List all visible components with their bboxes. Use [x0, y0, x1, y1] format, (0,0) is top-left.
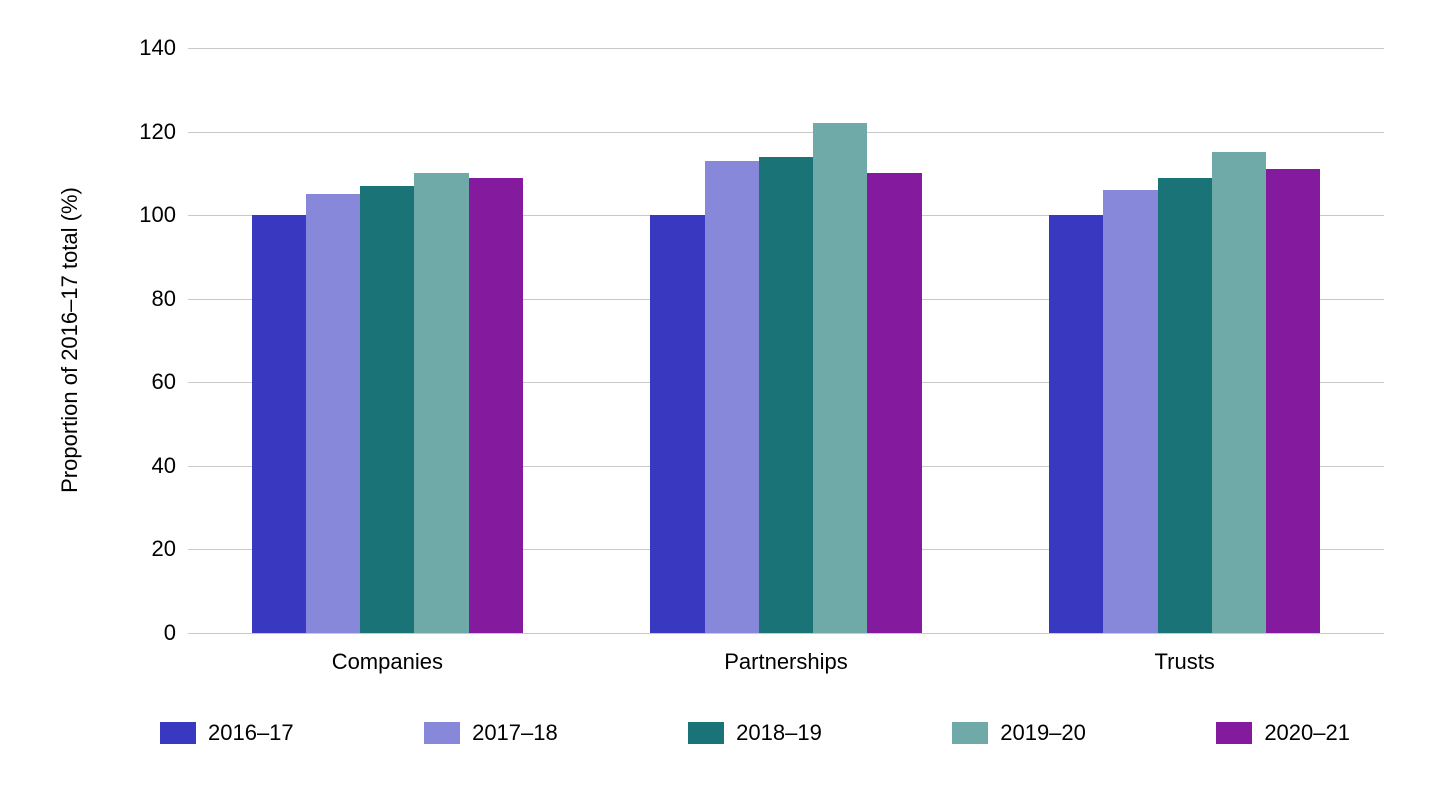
legend-item: 2017–18	[424, 720, 558, 746]
y-tick-label: 140	[139, 35, 188, 61]
y-tick-label: 100	[139, 202, 188, 228]
legend-label: 2017–18	[472, 720, 558, 746]
legend-label: 2018–19	[736, 720, 822, 746]
y-tick-label: 120	[139, 119, 188, 145]
gridline	[188, 132, 1384, 133]
legend-label: 2020–21	[1264, 720, 1350, 746]
legend: 2016–17 2017–18 2018–19 2019–20 2020–21	[160, 720, 1350, 746]
bar	[1212, 152, 1266, 633]
legend-swatch	[1216, 722, 1252, 744]
legend-swatch	[160, 722, 196, 744]
legend-label: 2019–20	[1000, 720, 1086, 746]
bar	[1158, 178, 1212, 633]
legend-swatch	[688, 722, 724, 744]
legend-item: 2018–19	[688, 720, 822, 746]
y-axis-title: Proportion of 2016–17 total (%)	[57, 187, 83, 493]
y-tick-label: 80	[152, 286, 188, 312]
legend-item: 2016–17	[160, 720, 294, 746]
bar	[306, 194, 360, 633]
bar	[813, 123, 867, 633]
plot-area: 020406080100120140CompaniesPartnershipsT…	[188, 48, 1384, 633]
legend-item: 2019–20	[952, 720, 1086, 746]
legend-label: 2016–17	[208, 720, 294, 746]
x-tick-label: Partnerships	[724, 633, 848, 675]
bar	[252, 215, 306, 633]
bar	[867, 173, 921, 633]
bar	[1266, 169, 1320, 633]
legend-item: 2020–21	[1216, 720, 1350, 746]
y-tick-label: 20	[152, 536, 188, 562]
bar	[1049, 215, 1103, 633]
bar	[414, 173, 468, 633]
bar	[360, 186, 414, 633]
y-tick-label: 60	[152, 369, 188, 395]
chart-container: 0 20 40 60 80 100 120 140 Companies Partnerships T…	[0, 0, 1436, 790]
legend-swatch	[424, 722, 460, 744]
bar	[759, 157, 813, 633]
y-tick-label: 0	[164, 620, 188, 646]
gridline	[188, 48, 1384, 49]
y-tick-label: 40	[152, 453, 188, 479]
bar	[1103, 190, 1157, 633]
legend-swatch	[952, 722, 988, 744]
bar	[650, 215, 704, 633]
x-tick-label: Companies	[332, 633, 443, 675]
bar	[469, 178, 523, 633]
bar	[705, 161, 759, 633]
x-tick-label: Trusts	[1155, 633, 1215, 675]
